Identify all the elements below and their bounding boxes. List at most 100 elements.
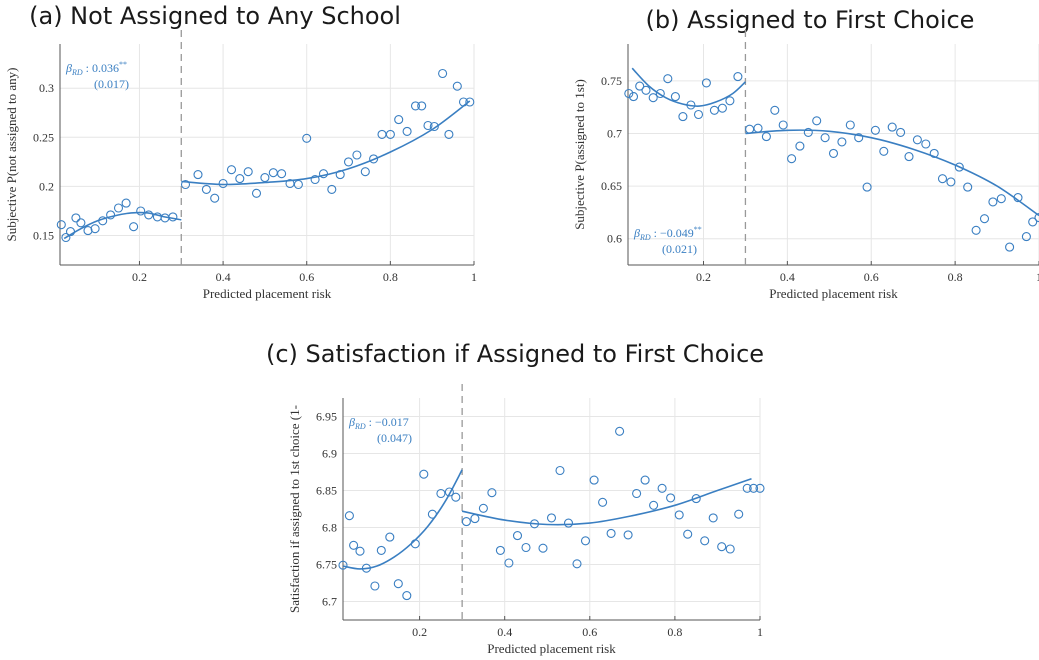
data-point xyxy=(121,198,131,208)
data-point xyxy=(1034,213,1039,223)
data-point xyxy=(666,493,676,503)
data-point xyxy=(343,157,354,167)
data-point xyxy=(360,167,370,177)
x-tick-label: 0.6 xyxy=(582,625,597,639)
title-panel-b: (b) Assigned to First Choice xyxy=(645,6,975,34)
data-point xyxy=(683,529,693,539)
data-point xyxy=(349,540,359,550)
data-point xyxy=(937,174,948,184)
x-tick-label: 0.2 xyxy=(696,270,711,284)
data-point xyxy=(436,488,446,499)
y-axis-label: Subjective P(not assigned to any) xyxy=(4,67,19,241)
data-point xyxy=(632,488,642,499)
y-axis-label: Satisfaction if assigned to 1st choice (… xyxy=(287,405,302,613)
data-point xyxy=(674,510,684,520)
data-point xyxy=(717,103,727,113)
y-tick-label: 0.25 xyxy=(33,130,54,144)
x-axis-label: Predicted placement risk xyxy=(203,286,332,301)
data-point xyxy=(487,488,497,498)
data-point xyxy=(648,93,658,103)
data-point xyxy=(641,85,651,95)
title-panel-c: (c) Satisfaction if Assigned to First Ch… xyxy=(265,340,765,368)
data-point xyxy=(370,581,380,591)
data-point xyxy=(478,503,488,513)
data-point xyxy=(655,88,665,99)
data-point xyxy=(451,492,461,502)
data-point xyxy=(996,194,1006,204)
data-point xyxy=(210,193,220,203)
data-point xyxy=(226,165,237,175)
data-point xyxy=(71,213,81,223)
data-point xyxy=(820,133,830,143)
data-point xyxy=(946,177,956,187)
data-point xyxy=(338,560,348,570)
data-point xyxy=(352,150,362,160)
data-point xyxy=(193,170,203,180)
data-point xyxy=(572,559,582,569)
data-point xyxy=(709,105,719,115)
data-point xyxy=(837,137,847,147)
x-axis-label: Predicted placement risk xyxy=(487,641,616,656)
data-point xyxy=(734,509,744,519)
data-point xyxy=(355,546,365,556)
data-point xyxy=(589,475,599,485)
data-point xyxy=(624,88,634,99)
y-tick-label: 0.3 xyxy=(39,81,54,95)
x-tick-label: 0.8 xyxy=(948,270,963,284)
plot-b: 0.6 0.65 0.7 0.75 0.2 0.4 0.6 0.8 1 Predicted pla… xyxy=(572,30,1039,301)
data-point xyxy=(580,536,591,546)
data-point xyxy=(268,168,278,178)
data-point xyxy=(887,122,897,132)
data-point xyxy=(444,487,454,497)
data-point xyxy=(954,162,964,172)
x-tick-label: 0.2 xyxy=(132,270,147,284)
y-tick-label: 0.2 xyxy=(39,179,54,193)
data-point xyxy=(538,543,548,553)
rd-standard-error: (0.047) xyxy=(377,431,412,445)
data-point xyxy=(649,500,659,510)
data-point xyxy=(862,182,872,192)
y-tick-label: 6.95 xyxy=(316,410,337,424)
data-point xyxy=(606,528,616,538)
data-point xyxy=(293,179,303,190)
x-tick-label: 0.4 xyxy=(497,625,512,639)
data-point xyxy=(708,513,718,523)
data-point xyxy=(628,92,639,102)
data-point xyxy=(168,212,178,222)
data-point xyxy=(61,232,71,243)
data-point xyxy=(745,124,755,134)
x-tick-label: 0.6 xyxy=(299,270,314,284)
data-point xyxy=(90,224,100,234)
y-tick-label: 6.9 xyxy=(322,447,337,461)
rd-estimate-label: βRD : −0.017 xyxy=(348,415,409,431)
data-point xyxy=(402,591,412,601)
data-point xyxy=(749,483,759,493)
data-point xyxy=(787,154,797,164)
fit-line-right xyxy=(745,129,1039,217)
data-point xyxy=(504,558,514,568)
data-point xyxy=(251,188,262,198)
data-point xyxy=(828,148,839,158)
y-tick-label: 6.75 xyxy=(316,558,337,572)
data-point xyxy=(635,81,645,91)
data-point xyxy=(904,152,914,162)
data-point xyxy=(854,133,864,143)
data-point xyxy=(717,542,727,552)
y-tick-label: 0.6 xyxy=(607,232,622,246)
x-tick-label: 0.8 xyxy=(667,625,682,639)
data-point xyxy=(755,483,765,493)
x-tick-label: 1 xyxy=(757,625,763,639)
data-point xyxy=(385,532,395,542)
data-point xyxy=(845,120,855,130)
data-point xyxy=(129,222,139,232)
data-point xyxy=(1028,217,1038,227)
data-point xyxy=(663,74,673,84)
data-point xyxy=(733,72,743,82)
data-point xyxy=(423,120,433,131)
data-point xyxy=(106,210,116,220)
data-point xyxy=(180,179,191,190)
data-point xyxy=(465,97,475,107)
data-point xyxy=(812,116,822,126)
data-point xyxy=(512,531,523,541)
